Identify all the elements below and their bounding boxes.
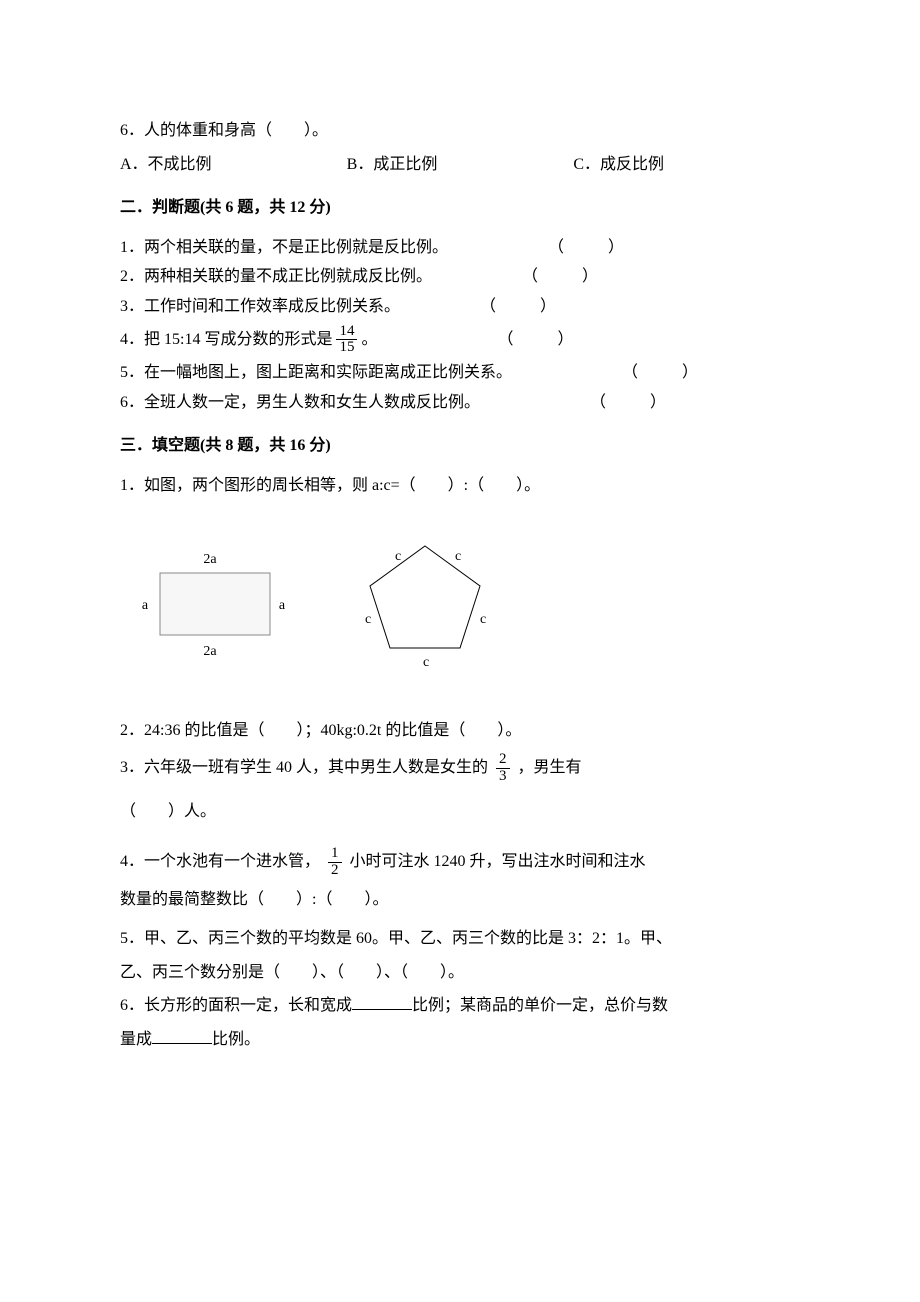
pentagon-c-5: c	[423, 655, 429, 670]
section-2-title: 二．判断题(共 6 题，共 12 分)	[120, 195, 800, 221]
judge-4-frac-num: 14	[336, 324, 357, 341]
judge-4-fraction: 14 15	[336, 324, 357, 357]
fill-4-fraction: 1 2	[328, 846, 342, 879]
fill-6-line1: 6．长方形的面积一定，长和宽成 比例；某商品的单价一定，总价与数	[120, 993, 800, 1019]
rect-shape	[160, 573, 270, 635]
fill-3-line1: 3．六年级一班有学生 40 人，其中男生人数是女生的 2 3 ，男生有	[120, 752, 800, 785]
pentagon-shape	[370, 546, 480, 648]
rect-label-top: 2a	[203, 552, 217, 567]
pentagon-c-4: c	[480, 612, 486, 627]
judge-2-blank[interactable]: （ ）	[482, 264, 602, 290]
fill-2: 2．24:36 的比值是（ ）；40kg:0.2t 的比值是（ ）。	[120, 718, 800, 744]
figure-pentagon: c c c c c	[340, 528, 510, 678]
judge-5-text: 5．在一幅地图上，图上距离和实际距离成正比例关系。	[120, 360, 512, 386]
judge-5-blank[interactable]: （ ）	[582, 360, 702, 386]
mc-q6-opt-b[interactable]: B．成正比例	[347, 152, 574, 178]
figure-row: 2a 2a a a c c c c c	[120, 528, 800, 678]
fill-6-line2: 量成 比例。	[120, 1027, 800, 1053]
fill-4-line1: 4．一个水池有一个进水管， 1 2 小时可注水 1240 升，写出注水时间和注水	[120, 846, 800, 879]
judge-2: 2．两种相关联的量不成正比例就成反比例。 （ ）	[120, 264, 800, 290]
judge-3: 3．工作时间和工作效率成反比例关系。 （ ）	[120, 294, 800, 320]
judge-2-text: 2．两种相关联的量不成正比例就成反比例。	[120, 264, 432, 290]
judge-4-frac-den: 15	[336, 340, 357, 356]
judge-1-blank[interactable]: （ ）	[508, 235, 628, 261]
judge-4: 4．把 15:14 写成分数的形式是 14 15 。 （ ）	[120, 324, 800, 357]
fill-4-text-b: 小时可注水 1240 升，写出注水时间和注水	[350, 853, 646, 870]
fill-5-line2: 乙、丙三个数分别是（ ）、（ ）、（ ）。	[120, 960, 800, 986]
fill-3-fraction: 2 3	[496, 752, 510, 785]
judge-1-text: 1．两个相关联的量，不是正比例就是反比例。	[120, 235, 448, 261]
fill-6-text-d: 比例。	[212, 1031, 260, 1048]
fill-4-frac-num: 1	[328, 846, 342, 863]
pentagon-c-2: c	[455, 549, 461, 564]
fill-6-text-a: 6．长方形的面积一定，长和宽成	[120, 997, 352, 1014]
rect-label-left: a	[142, 598, 149, 613]
judge-1: 1．两个相关联的量，不是正比例就是反比例。 （ ）	[120, 235, 800, 261]
fill-1: 1．如图，两个图形的周长相等，则 a:c=（ ）:（ ）。	[120, 473, 800, 499]
mc-q6-opt-c[interactable]: C．成反比例	[573, 152, 800, 178]
fill-3-text-b: ，男生有	[518, 759, 582, 776]
figure-rectangle: 2a 2a a a	[120, 533, 300, 673]
rect-label-right: a	[279, 598, 286, 613]
fill-4-text-a: 4．一个水池有一个进水管，	[120, 853, 320, 870]
judge-5: 5．在一幅地图上，图上距离和实际距离成正比例关系。 （ ）	[120, 360, 800, 386]
section-3-title: 三．填空题(共 8 题，共 16 分)	[120, 433, 800, 459]
fill-4-line2: 数量的最简整数比（ ）:（ ）。	[120, 887, 800, 913]
fill-3-frac-num: 2	[496, 752, 510, 769]
judge-4-blank[interactable]: （ ）	[457, 327, 577, 353]
fill-3-line2: （ ）人。	[120, 799, 800, 825]
fill-6-blank-1[interactable]	[352, 993, 412, 1010]
page-root: 6．人的体重和身高（ ）。 A．不成比例 B．成正比例 C．成反比例 二．判断题…	[0, 0, 920, 1302]
judge-4-text-a: 4．把 15:14 写成分数的形式是	[120, 327, 332, 353]
mc-q6-opts: A．不成比例 B．成正比例 C．成反比例	[120, 152, 800, 178]
mc-q6-text: 6．人的体重和身高（ ）。	[120, 118, 800, 144]
fill-6-text-c: 量成	[120, 1031, 152, 1048]
judge-3-text: 3．工作时间和工作效率成反比例关系。	[120, 294, 400, 320]
judge-6-text: 6．全班人数一定，男生人数和女生人数成反比例。	[120, 390, 480, 416]
fill-3-frac-den: 3	[496, 769, 510, 785]
pentagon-c-3: c	[365, 612, 371, 627]
fill-5-line1: 5．甲、乙、丙三个数的平均数是 60。甲、乙、丙三个数的比是 3：2：1。甲、	[120, 926, 800, 952]
fill-3-text-a: 3．六年级一班有学生 40 人，其中男生人数是女生的	[120, 759, 488, 776]
mc-q6-opt-a[interactable]: A．不成比例	[120, 152, 347, 178]
judge-6-blank[interactable]: （ ）	[550, 390, 670, 416]
fill-6-text-b: 比例；某商品的单价一定，总价与数	[412, 997, 668, 1014]
judge-4-text-b: 。	[361, 327, 377, 353]
pentagon-c-1: c	[395, 549, 401, 564]
fill-4-frac-den: 2	[328, 863, 342, 879]
fill-6-blank-2[interactable]	[152, 1027, 212, 1044]
judge-6: 6．全班人数一定，男生人数和女生人数成反比例。 （ ）	[120, 390, 800, 416]
judge-3-blank[interactable]: （ ）	[440, 294, 560, 320]
rect-label-bottom: 2a	[203, 644, 217, 659]
